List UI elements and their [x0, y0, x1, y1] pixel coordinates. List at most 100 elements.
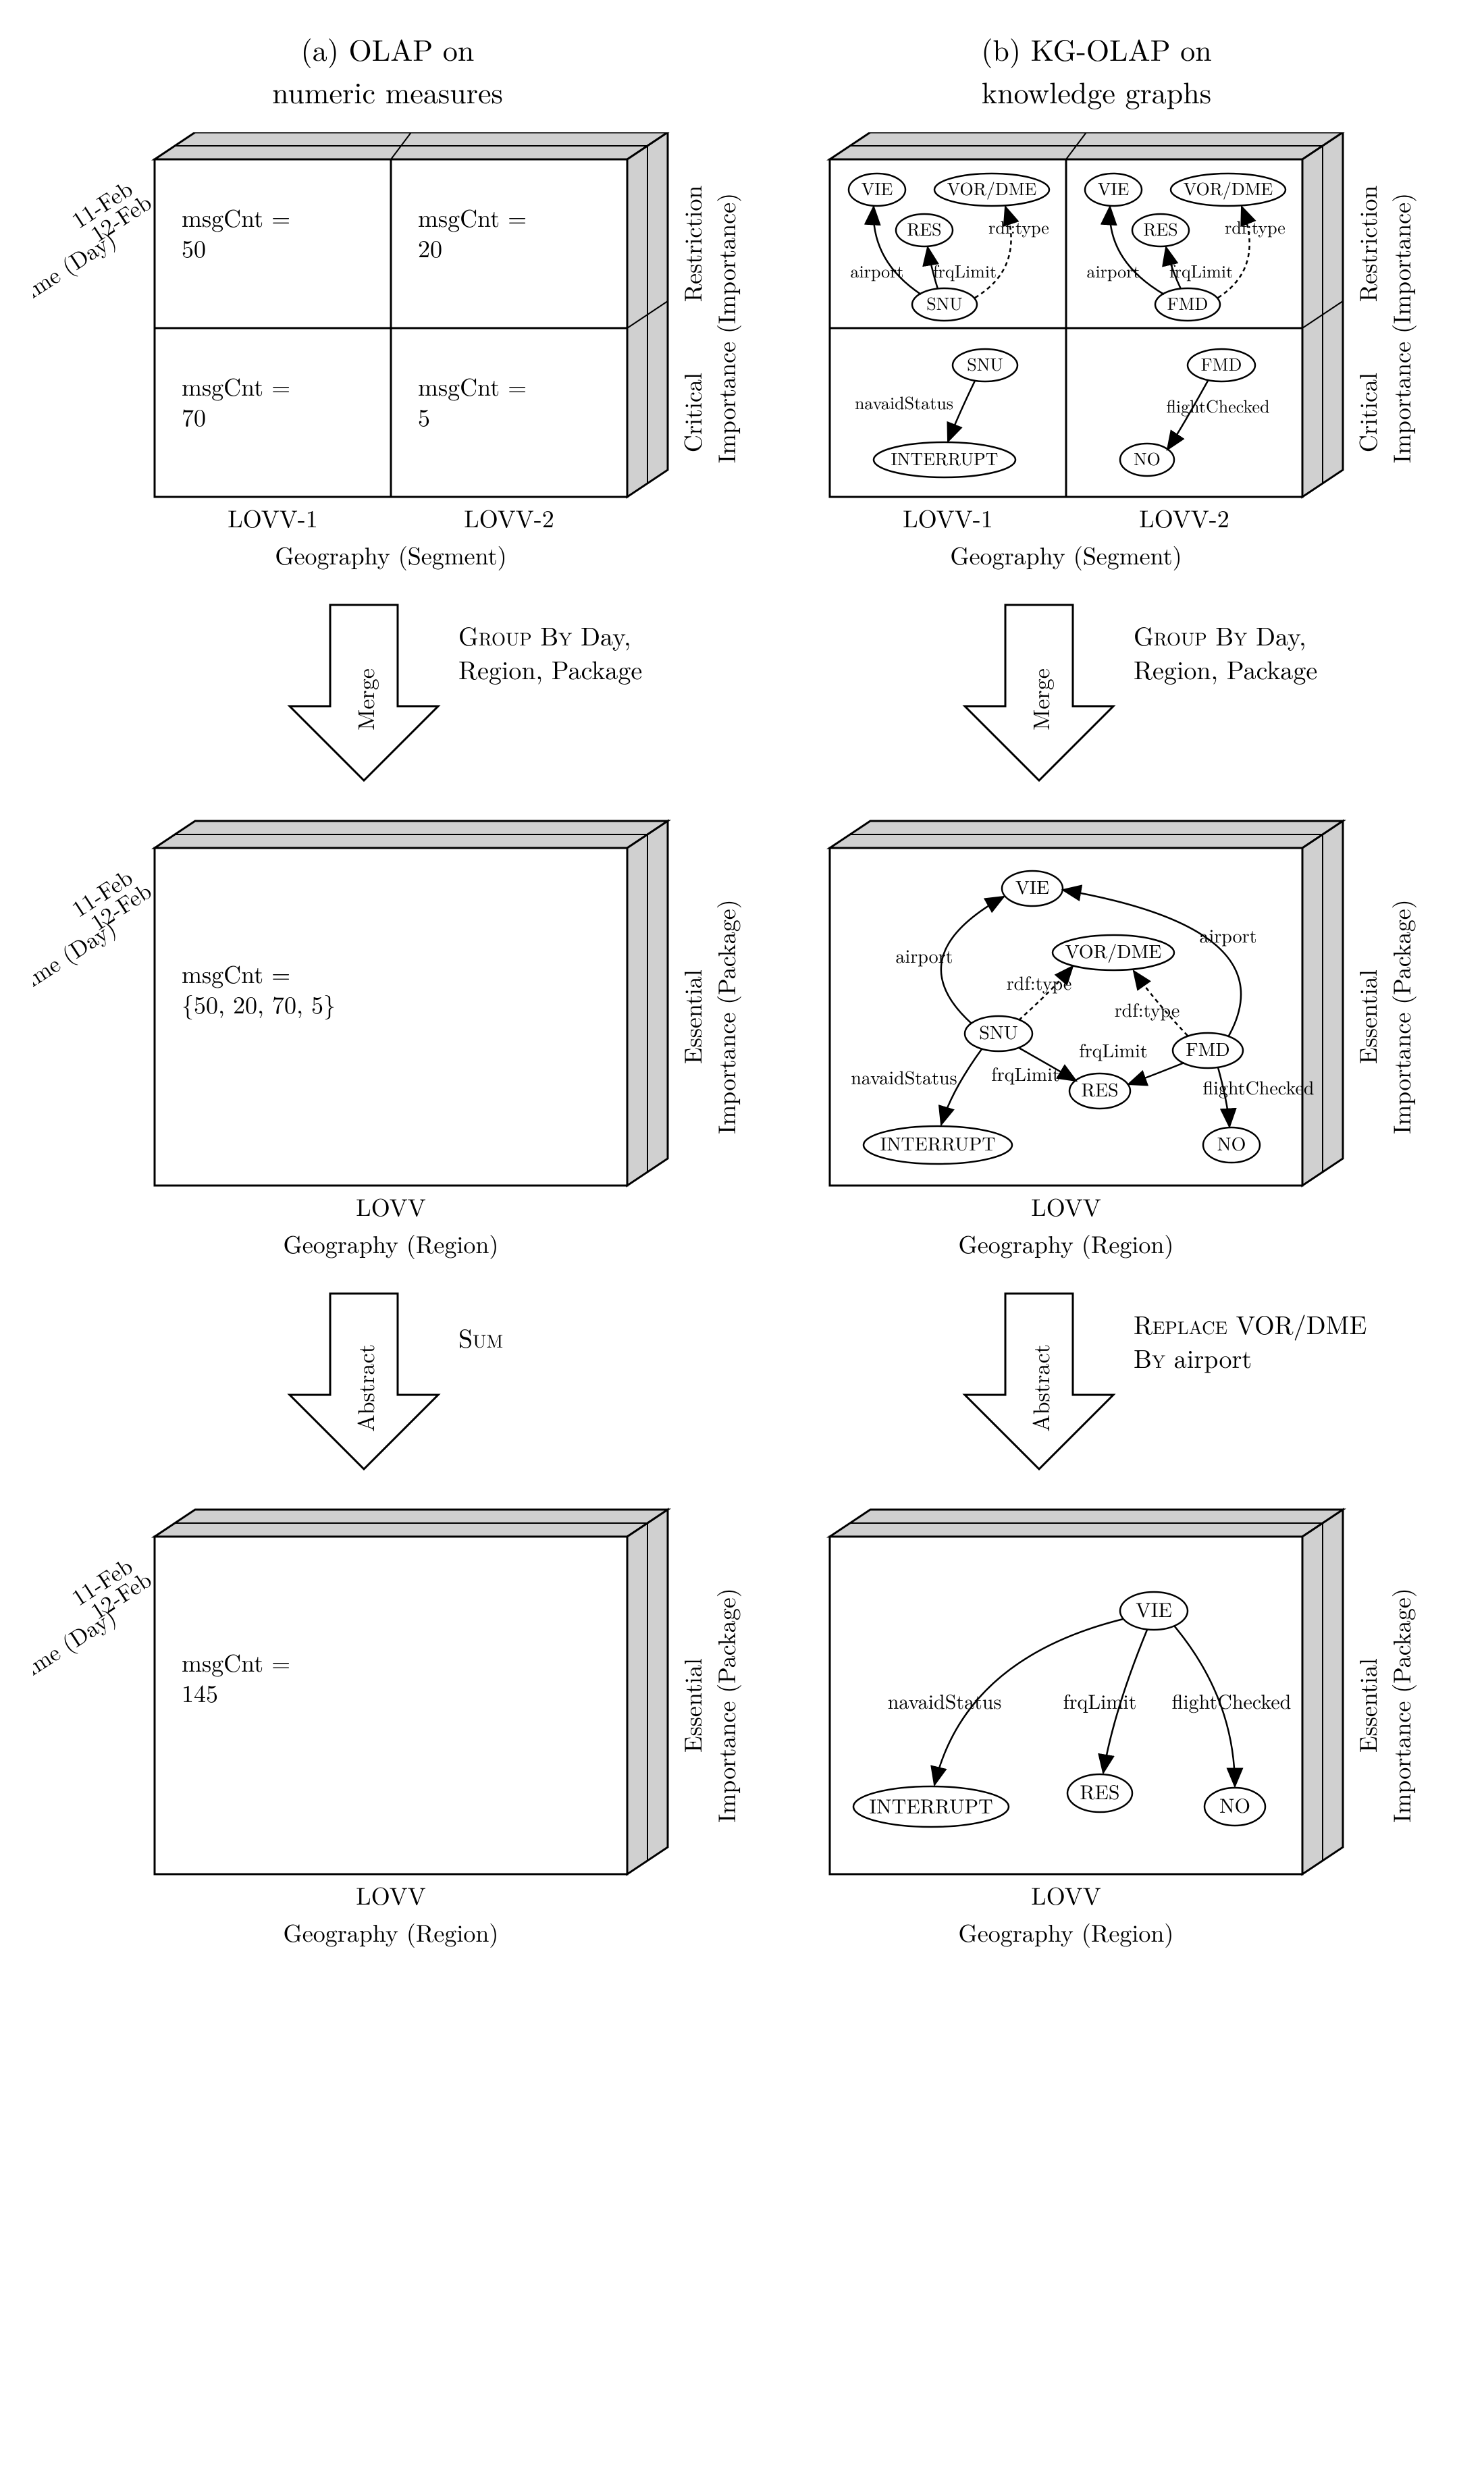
- merge-label-r: Merge: [1024, 668, 1056, 730]
- cell-10-label: msgCnt =: [182, 369, 290, 403]
- cell-01-label: msgCnt =: [418, 200, 527, 234]
- edge-navaidstatus-b: navaidStatus: [888, 1686, 1002, 1715]
- edge-frqlimit-b: frqLimit: [1063, 1686, 1137, 1715]
- node-vordme-tl: VOR/DME: [947, 176, 1037, 201]
- title-a-line2: numeric measures: [272, 70, 503, 112]
- xdim-seg: Geography (Segment): [275, 537, 506, 572]
- xlab-lovv2: LOVV-2: [464, 500, 554, 535]
- xlab-lovv1-r: LOVV-1: [903, 500, 993, 535]
- kg-cube-bot: VIE INTERRUPT RES NO navaidStatus frqLim…: [830, 1510, 1418, 1949]
- cell-01-val: 20: [418, 230, 442, 265]
- olap-cube-top: msgCnt = 50 msgCnt = 20 msgCnt = 70 msgC…: [33, 132, 743, 572]
- ylab-essential-botr: Essential: [1350, 1658, 1384, 1753]
- node-fmd-br: FMD: [1201, 351, 1242, 376]
- ydim-pkg-bot: Importance (Package): [708, 1588, 743, 1823]
- cell-00-label: msgCnt =: [182, 200, 290, 234]
- cell-11-label: msgCnt =: [418, 369, 527, 403]
- ydim-pkg-botr: Importance (Package): [1383, 1588, 1418, 1823]
- edge-airport-m1: airport: [896, 942, 953, 969]
- edge-rdftype-tl: rdf:type: [988, 214, 1049, 239]
- ylab-essential-bot: Essential: [674, 1658, 709, 1753]
- node-no-b: NO: [1219, 1790, 1250, 1819]
- ydim-imp-r: Importance (Importance): [1383, 193, 1418, 463]
- xdim-region-botr: Geography (Region): [959, 1915, 1174, 1949]
- diagram-svg: msgCnt = 50 msgCnt = 20 msgCnt = 70 msgC…: [33, 132, 1451, 2428]
- ylab-restriction: Restriction: [674, 186, 709, 302]
- node-res-tr: RES: [1143, 216, 1177, 241]
- node-vie-b: VIE: [1136, 1594, 1172, 1623]
- ylab-critical-r: Critical: [1350, 373, 1384, 452]
- node-snu-bl: SNU: [967, 351, 1003, 376]
- groupby-l2: Region, Package: [458, 651, 642, 687]
- edge-rdftype-m2: rdf:type: [1115, 996, 1180, 1023]
- title-a-line1: (a) OLAP on: [301, 27, 475, 70]
- node-vordme-tr: VOR/DME: [1184, 176, 1273, 201]
- edge-frqlimit-m1: frqLimit: [991, 1060, 1060, 1087]
- cell-bot-label: msgCnt =: [182, 1645, 290, 1679]
- xlab-lovv1: LOVV-1: [228, 500, 318, 535]
- xdim-region-bot: Geography (Region): [284, 1915, 499, 1949]
- ydim-imp: Importance (Importance): [708, 193, 743, 463]
- xdim-region-mid: Geography (Region): [284, 1226, 499, 1260]
- cell-bot-val: 145: [182, 1675, 218, 1709]
- node-vordme-m: VOR/DME: [1065, 937, 1162, 964]
- ylab-restriction-r: Restriction: [1350, 186, 1384, 302]
- title-a: (a) OLAP on numeric measures: [33, 27, 742, 112]
- node-vie-m: VIE: [1015, 873, 1049, 900]
- abstract-arrow-left: Abstract Sum: [290, 1294, 503, 1469]
- edge-navaidstatus-bl: navaidStatus: [855, 390, 953, 415]
- node-snu-m: SNU: [979, 1018, 1018, 1045]
- node-snu-tl: SNU: [926, 290, 962, 315]
- cell-mid-val: {50, 20, 70, 5}: [182, 986, 336, 1021]
- title-b-line2: knowledge graphs: [982, 70, 1211, 112]
- node-res-tl: RES: [907, 216, 941, 241]
- xlab-lovv-mid: LOVV: [356, 1189, 426, 1223]
- node-interrupt-bl: INTERRUPT: [891, 446, 999, 471]
- edge-airport-tr: airport: [1087, 258, 1140, 283]
- ylab-critical: Critical: [674, 373, 709, 452]
- edge-rdftype-m1: rdf:type: [1007, 969, 1072, 996]
- ydim-pkg-midr: Importance (Package): [1383, 899, 1418, 1134]
- column-titles: (a) OLAP on numeric measures (b) KG-OLAP…: [33, 27, 1451, 112]
- node-interrupt-b: INTERRUPT: [869, 1790, 992, 1819]
- cell-10-val: 70: [182, 399, 206, 433]
- node-no-m: NO: [1217, 1130, 1246, 1157]
- olap-cube-bot: msgCnt = 145 LOVV Geography (Region) Ess…: [33, 1510, 743, 1949]
- xlab-lovv2-r: LOVV-2: [1139, 500, 1229, 535]
- cell-11-val: 5: [418, 399, 430, 433]
- node-interrupt-m: INTERRUPT: [880, 1130, 995, 1157]
- merge-label: Merge: [348, 668, 381, 730]
- edge-flightchecked-b: flightChecked: [1172, 1686, 1292, 1715]
- sum-label: Sum: [458, 1319, 503, 1356]
- cell-00-val: 50: [182, 230, 206, 265]
- edge-airport-tl: airport: [851, 258, 904, 283]
- ylab-essential-mid: Essential: [674, 969, 709, 1064]
- ylab-essential-midr: Essential: [1350, 969, 1384, 1064]
- edge-frqlimit-tl: frqLimit: [933, 258, 997, 283]
- xdim-seg-r: Geography (Segment): [950, 537, 1182, 572]
- groupby-r1: Group By Day,: [1134, 617, 1306, 654]
- olap-cube-mid: msgCnt = {50, 20, 70, 5} LOVV Geography …: [33, 821, 743, 1260]
- xlab-lovv-midr: LOVV: [1031, 1189, 1101, 1223]
- zdim-time-m: Time (Day): [33, 911, 121, 1003]
- replace-l2: By airport: [1134, 1339, 1252, 1376]
- zdim-time: Time (Day): [33, 222, 121, 314]
- node-fmd-tr: FMD: [1167, 290, 1209, 315]
- node-res-m: RES: [1081, 1075, 1118, 1102]
- kg-cube-mid: VIE VOR/DME SNU FMD RES INTERRUPT NO air…: [830, 821, 1418, 1260]
- abstract-label-l: Abstract: [348, 1344, 381, 1432]
- title-b-line1: (b) KG-OLAP on: [981, 27, 1211, 70]
- ydim-pkg-mid: Importance (Package): [708, 899, 743, 1134]
- edge-rdftype-tr: rdf:type: [1225, 214, 1286, 239]
- edge-flightchecked-m: flightChecked: [1203, 1073, 1315, 1100]
- figure-root: (a) OLAP on numeric measures (b) KG-OLAP…: [33, 27, 1451, 2431]
- xlab-lovv-botr: LOVV: [1031, 1878, 1101, 1912]
- groupby-l1: Group By Day,: [458, 617, 631, 654]
- cell-mid-label: msgCnt =: [182, 956, 290, 990]
- edge-flightchecked-br: flightChecked: [1166, 393, 1269, 418]
- xlab-lovv-bot: LOVV: [356, 1878, 426, 1912]
- node-res-b: RES: [1080, 1776, 1119, 1805]
- abstract-arrow-right: Abstract Replace VOR/DME By airport: [965, 1294, 1367, 1469]
- xdim-region-midr: Geography (Region): [959, 1226, 1174, 1260]
- groupby-r2: Region, Package: [1134, 651, 1317, 687]
